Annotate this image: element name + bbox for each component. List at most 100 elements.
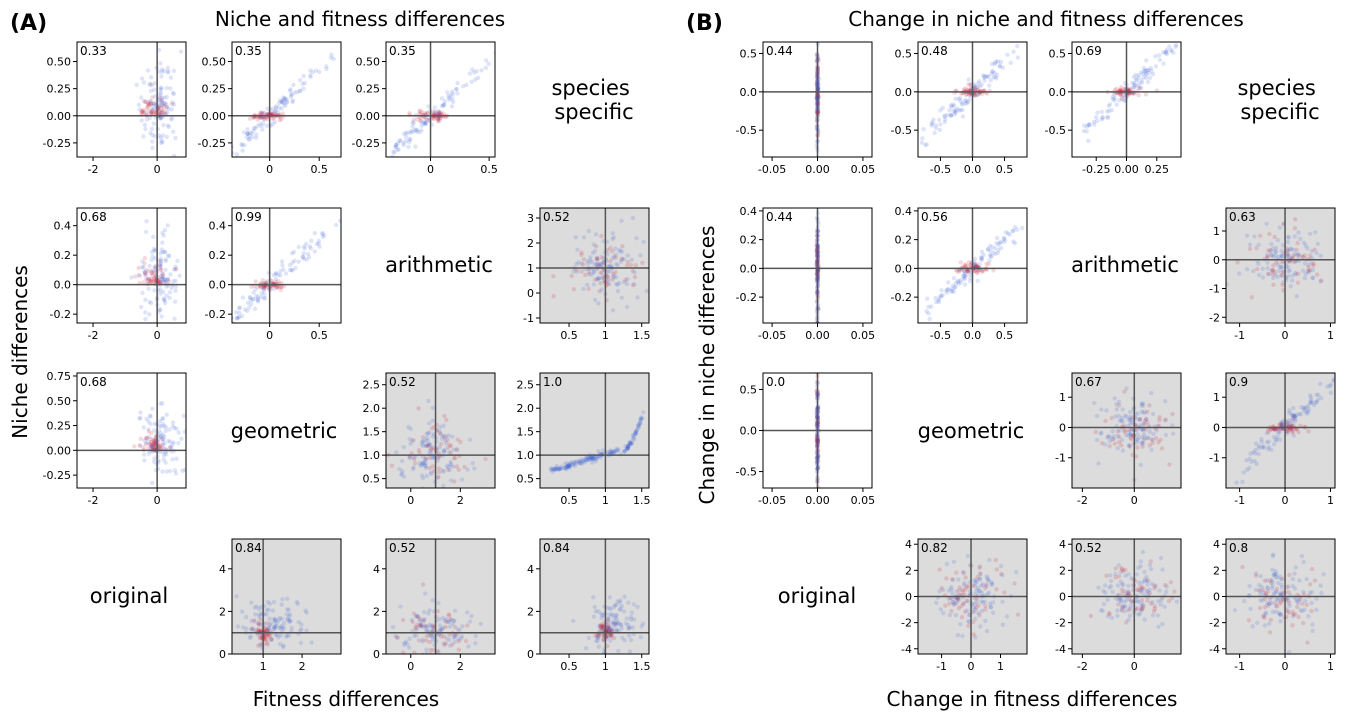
data-point [983,607,988,612]
data-point [158,424,164,429]
data-point [1155,613,1161,618]
data-point [1307,269,1312,275]
data-point [446,93,451,99]
data-point [442,449,447,454]
data-point [436,455,441,460]
data-point [143,316,148,322]
data-point [621,609,627,614]
data-point [1147,590,1153,596]
data-point [1235,260,1240,265]
data-point [1014,227,1020,232]
data-point [232,151,235,156]
data-point [943,603,948,608]
data-point [1267,601,1272,606]
data-point [614,281,619,287]
data-point [1252,458,1257,464]
data-point [266,625,272,630]
data-point [1137,417,1142,422]
data-point [997,240,1003,246]
data-point [551,467,557,472]
data-point [1136,75,1141,80]
data-point [439,627,445,632]
data-point [274,620,280,625]
data-point [981,252,986,258]
data-point [1145,435,1150,440]
data-point [1166,598,1172,604]
data-point [617,247,622,253]
data-point [619,257,624,262]
data-point [296,244,301,250]
data-point [1297,578,1302,583]
data-point [160,436,165,442]
data-point [1128,435,1133,441]
data-point [1295,604,1300,610]
data-point [1268,580,1274,586]
data-point [331,56,336,61]
data-point [1112,96,1118,101]
data-point [150,145,155,150]
data-point [1143,71,1149,77]
data-point [599,616,604,621]
x-tick-label: 0.0 [964,163,982,176]
data-point [950,102,956,107]
data-point [272,619,278,624]
correlation-label: 1.0 [543,375,562,389]
data-point [607,627,612,633]
data-point [983,585,988,590]
data-point [975,264,981,269]
subplot-b-1-0: -0.05 0.00 0.05-0.20.00.20.4 0.44 [736,205,876,342]
data-point [304,241,309,247]
data-point [599,233,604,239]
data-point [223,330,227,334]
data-point [1137,417,1143,422]
data-point [1126,617,1131,623]
data-point [265,642,270,647]
data-point [600,448,606,453]
data-point [1121,568,1126,574]
data-point [262,295,268,301]
data-point [171,267,177,272]
data-point [152,101,157,106]
data-point [1240,564,1245,570]
data-point [160,249,165,254]
data-point [142,270,148,275]
data-point [976,610,981,616]
data-point [426,104,431,109]
data-point [1121,92,1126,98]
data-point [1115,433,1120,439]
data-point [949,289,954,294]
data-point [1270,268,1276,273]
data-points [551,215,649,313]
data-point [1147,587,1152,592]
data-point [300,255,305,260]
data-point [148,271,154,276]
data-point [1290,273,1295,278]
data-point [216,331,220,335]
data-point [399,471,405,476]
data-point [292,258,297,263]
data-point [1264,578,1270,583]
data-point [1139,409,1145,414]
data-point [1343,371,1346,375]
data-point [595,262,600,267]
data-point [594,262,599,267]
data-point [1145,79,1151,85]
data-point [1315,397,1320,403]
data-point [598,611,604,616]
data-point [1126,427,1132,433]
data-point [558,464,563,469]
data-point [984,583,989,589]
data-point [417,108,422,114]
data-point [1286,265,1291,270]
data-point [1170,411,1175,417]
data-point [598,262,604,268]
data-point [1302,276,1308,281]
data-point [1126,591,1132,597]
data-point [441,102,447,108]
data-point [478,621,484,626]
x-tick-label: 0.5 [560,494,578,507]
data-point [438,432,444,437]
data-point [1305,246,1310,251]
data-point [573,235,578,240]
data-point [1263,610,1268,615]
